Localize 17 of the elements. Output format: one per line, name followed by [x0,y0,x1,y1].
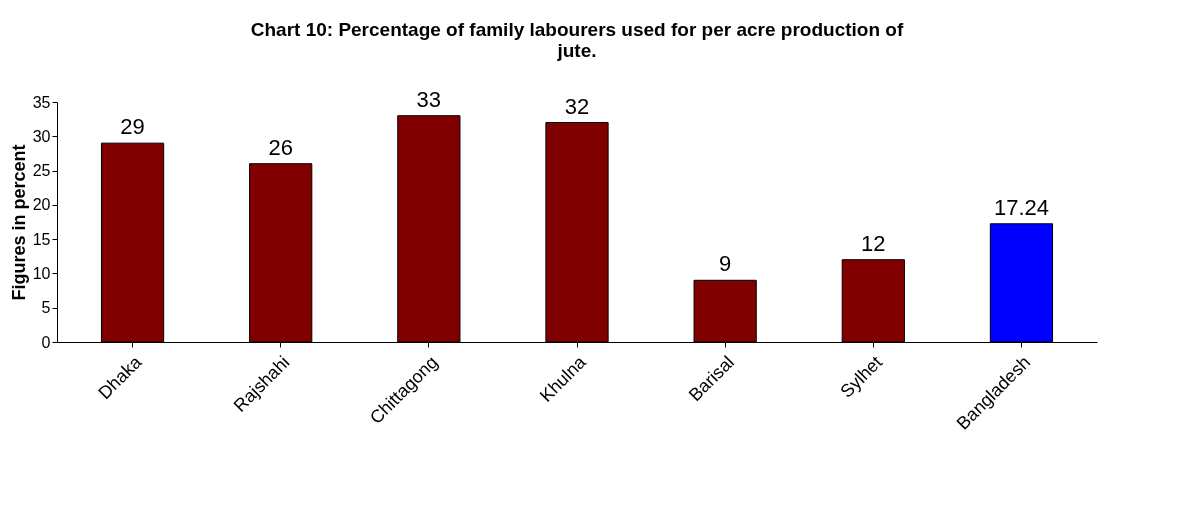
y-tick-label: 10 [32,264,51,282]
y-tick-label: 35 [32,93,51,111]
y-tick-label: 30 [32,127,51,145]
y-tick-label: 25 [32,162,51,180]
data-label: 29 [120,114,145,140]
y-tick-label: 20 [32,196,51,214]
chart-title: Chart 10: Percentage of family labourers used for per acre production of jute. [250,18,904,61]
data-label: 32 [564,93,590,119]
y-tick-label: 0 [41,333,51,351]
data-label: 33 [416,86,442,112]
data-label: 17.24 [993,194,1049,220]
data-label: 26 [268,134,293,160]
y-tick-label: 15 [32,230,51,248]
y-tick-label: 5 [41,299,51,317]
y-axis-title: Figures in percent [8,144,29,301]
data-label: 9 [719,251,732,277]
data-label: 12 [861,230,886,256]
